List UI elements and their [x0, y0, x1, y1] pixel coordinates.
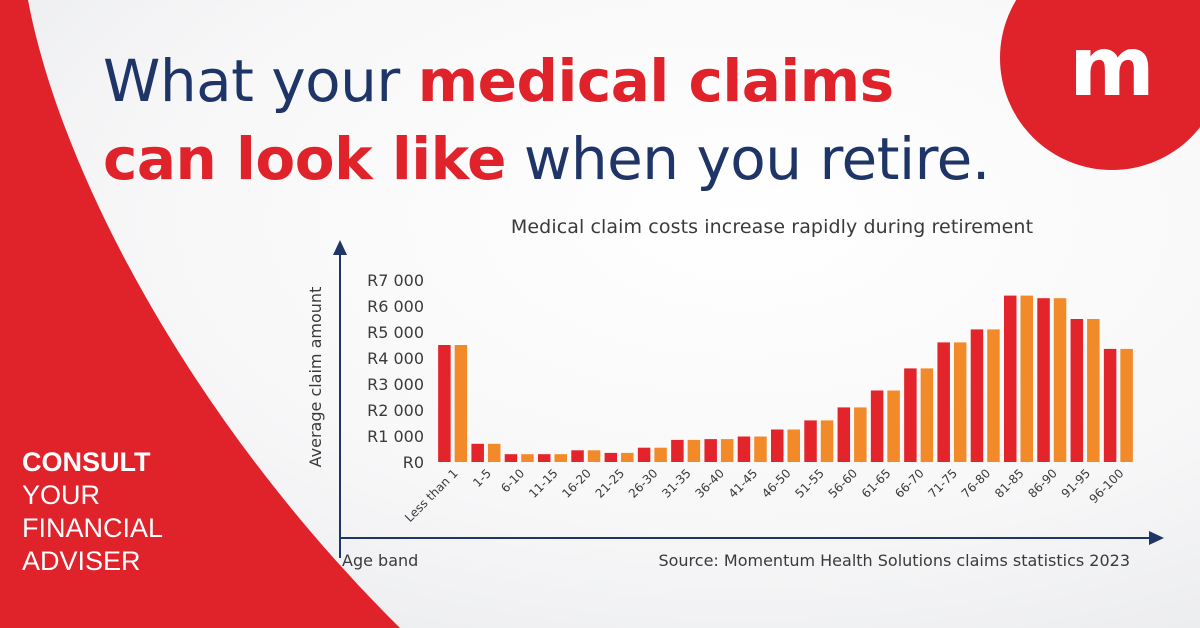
- bar-red-31-35: [671, 439, 684, 462]
- cta-line-1: CONSULT: [22, 447, 151, 477]
- bar-orange-91-95: [1087, 319, 1100, 462]
- bar-orange-56-60: [854, 407, 867, 462]
- bar-orange-26-30: [654, 447, 667, 462]
- bar-red-1-5: [471, 443, 484, 462]
- bar-orange-76-80: [987, 329, 1000, 462]
- headline-highlight-2: can look like: [103, 125, 506, 193]
- cta-line-3: FINANCIAL: [22, 513, 164, 543]
- bar-red-6-10: [504, 454, 518, 462]
- x-tick-label: 36-40: [692, 466, 727, 501]
- bar-orange-31-35: [687, 439, 701, 462]
- x-tick-label: 66-70: [892, 466, 927, 501]
- y-axis-arrow: [333, 240, 347, 255]
- bar-orange-36-40: [720, 439, 734, 462]
- x-axis-ticks: Less than 1 1-5 6-1011-1516-2021-2526-3031…: [402, 466, 1126, 525]
- headline-highlight-1: medical claims: [417, 47, 895, 115]
- x-tick-label: 16-20: [559, 466, 594, 501]
- bars: [438, 295, 1133, 462]
- bar-red-11-15: [538, 454, 551, 462]
- bar-red-91-95: [1070, 319, 1084, 462]
- x-tick-label: 31-35: [659, 466, 694, 501]
- momentum-logo-icon: m: [1069, 20, 1154, 115]
- bar-red-less-than-1: [438, 345, 451, 462]
- x-tick-label: 26-30: [626, 466, 661, 501]
- headline-part4: when you retire.: [505, 125, 990, 193]
- x-tick-label: 1-5: [470, 466, 494, 490]
- x-tick-label: 46-50: [759, 466, 794, 501]
- bar-orange-81-85: [1020, 295, 1033, 462]
- bar-orange-96-100: [1120, 348, 1133, 462]
- bar-orange-6-10: [521, 454, 534, 462]
- cta-line-4: ADVISER: [22, 546, 141, 576]
- y-tick-label: R6 000: [367, 297, 424, 316]
- y-tick-label: R2 000: [367, 401, 424, 420]
- x-tick-label: 71-75: [925, 466, 960, 501]
- bar-red-81-85: [1004, 295, 1017, 462]
- y-tick-label: R5 000: [367, 323, 424, 342]
- x-tick-label: 81-85: [992, 466, 1027, 501]
- x-tick-label: 61-65: [859, 466, 894, 501]
- bar-red-61-65: [870, 390, 884, 462]
- red-swoosh: [0, 0, 400, 628]
- x-tick-label: 86-90: [1025, 466, 1060, 501]
- bar-red-71-75: [937, 342, 950, 462]
- y-tick-label: R7 000: [367, 271, 424, 290]
- x-tick-label: 11-15: [526, 466, 561, 501]
- bar-red-96-100: [1103, 348, 1117, 462]
- x-tick-label: Less than 1: [402, 466, 461, 525]
- y-tick-label: R3 000: [367, 375, 424, 394]
- y-axis-ticks: R0 R1 000 R2 000 R3 000 R4 000 R5 000 R6 000 R7…: [367, 271, 424, 472]
- x-axis-arrow: [1149, 531, 1164, 545]
- bar-red-51-55: [804, 420, 817, 462]
- bar-red-36-40: [704, 439, 717, 462]
- cta-text: CONSULT YOUR FINANCIAL ADVISER: [22, 446, 262, 578]
- bar-red-76-80: [970, 329, 984, 462]
- bar-red-16-20: [571, 450, 584, 462]
- bar-orange-41-45: [754, 436, 767, 462]
- x-tick-label: 56-60: [826, 466, 861, 501]
- x-tick-label: 21-25: [593, 466, 628, 501]
- x-tick-label: 6-10: [498, 466, 527, 495]
- bar-orange-71-75: [953, 342, 967, 462]
- x-tick-label: 41-45: [726, 466, 761, 501]
- y-tick-label: R0: [403, 453, 424, 472]
- bar-orange-51-55: [820, 420, 834, 462]
- bar-red-41-45: [737, 436, 751, 462]
- chart-title: Medical claim costs increase rapidly dur…: [510, 216, 1034, 238]
- bar-red-46-50: [771, 429, 784, 462]
- x-tick-label: 51-55: [792, 466, 827, 501]
- bar-orange-86-90: [1053, 298, 1067, 462]
- cta-line-2: YOUR: [22, 480, 101, 510]
- bar-orange-11-15: [554, 454, 567, 462]
- logo-circle: [1000, 0, 1200, 170]
- bar-red-21-25: [604, 452, 618, 462]
- bar-red-86-90: [1037, 298, 1050, 462]
- bar-red-66-70: [904, 368, 917, 462]
- source-note: Source: Momentum Health Solutions claims…: [658, 551, 1130, 570]
- bar-red-26-30: [637, 447, 651, 462]
- bar-orange-61-65: [887, 390, 900, 462]
- y-tick-label: R4 000: [367, 349, 424, 368]
- x-tick-label: 76-80: [959, 466, 994, 501]
- bar-orange-1-5: [487, 443, 501, 462]
- bar-red-56-60: [837, 407, 851, 462]
- y-axis-label: Average claim amount: [306, 287, 325, 468]
- bar-orange-66-70: [920, 368, 934, 462]
- y-tick-label: R1 000: [367, 427, 424, 446]
- x-axis-label: Age band: [342, 551, 418, 570]
- headline: What your medical claims can look like w…: [103, 42, 1003, 198]
- bar-orange-21-25: [621, 452, 634, 462]
- bar-orange-less-than-1: [454, 345, 468, 462]
- headline-part1: What your: [103, 47, 418, 115]
- bar-orange-16-20: [587, 450, 601, 462]
- bar-orange-46-50: [787, 429, 800, 462]
- x-tick-label: 96-100: [1087, 466, 1127, 506]
